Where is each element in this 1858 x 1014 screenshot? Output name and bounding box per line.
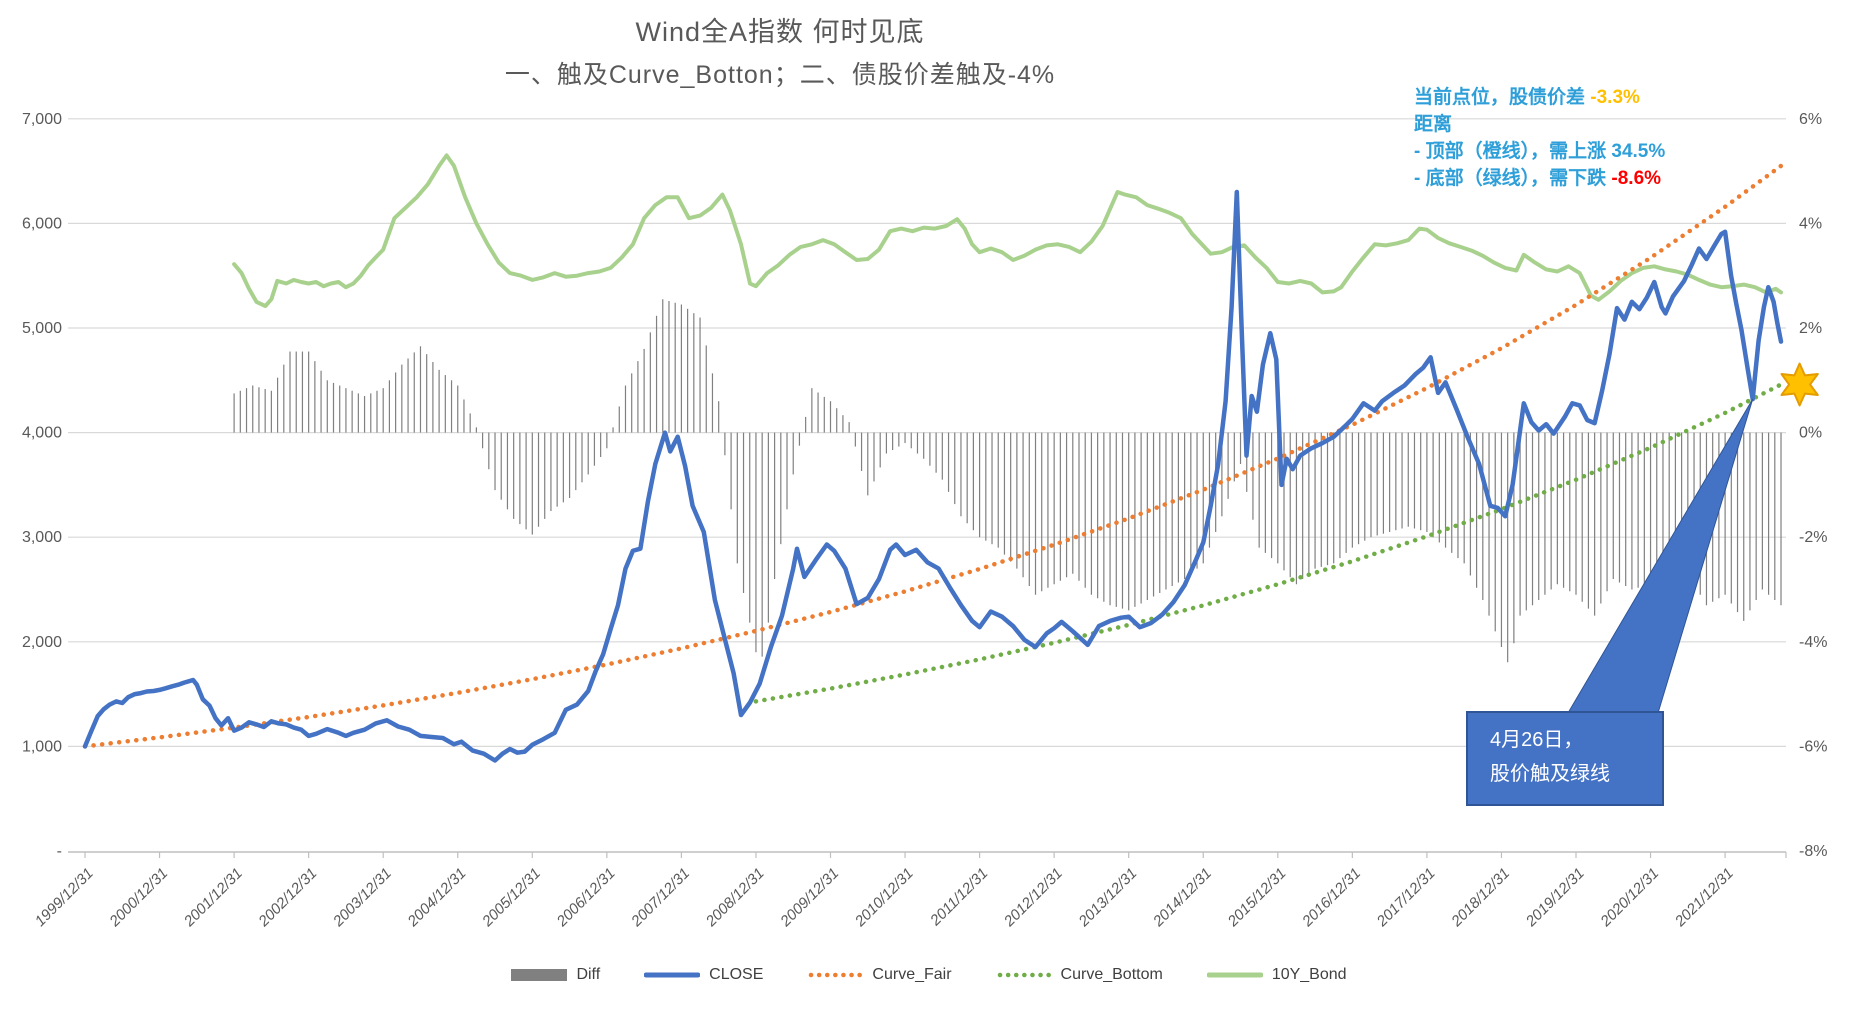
chart-title: Wind全A指数 何时见底 [635, 17, 925, 47]
current-spread-value: -3.3% [1590, 87, 1640, 108]
legend-item-10y_bond: 10Y_Bond [1206, 966, 1347, 984]
x-axis-label: 2012/12/31 [1000, 865, 1066, 931]
bottom-target-star-icon [1780, 362, 1819, 407]
right-axis-label: -4% [1799, 634, 1827, 651]
left-axis-label: 3,000 [22, 529, 62, 546]
annotation-line-bottom: - 底部（绿线），需下跌 -8.6% [1414, 168, 1662, 189]
close-line [82, 189, 1784, 763]
x-axis-label: 2008/12/31 [702, 865, 768, 931]
x-axis-label: 2010/12/31 [851, 865, 917, 931]
x-axis-label: 2016/12/31 [1298, 865, 1364, 931]
distance-annotation: 当前点位，股债价差 -3.3% 距离 - 顶部（橙线），需上涨 34.5% - … [1414, 84, 1854, 192]
x-axis-label: 2009/12/31 [777, 865, 843, 931]
x-axis-label: 2005/12/31 [478, 865, 544, 931]
legend-item-diff: Diff [511, 966, 600, 984]
x-axis-label: 2017/12/31 [1373, 865, 1439, 931]
left-axis-label: - [57, 843, 62, 860]
legend-bar-swatch-icon [511, 969, 568, 981]
left-axis-label: 5,000 [22, 320, 62, 337]
x-axis-label: 1999/12/31 [32, 865, 97, 930]
chart-subtitle: 一、触及Curve_Botton；二、债股价差触及-4% [504, 61, 1056, 89]
legend-dots-swatch-icon [997, 972, 1052, 978]
callout-line2: 股价触及绿线 [1490, 763, 1610, 785]
legend-item-close: CLOSE [644, 966, 763, 984]
diff-bars [233, 299, 1782, 663]
annotation-line-top: - 顶部（橙线），需上涨 34.5% [1414, 141, 1666, 162]
legend-label: Diff [576, 966, 601, 983]
right-axis-label: 4% [1799, 215, 1822, 232]
x-axis-label: 2018/12/31 [1447, 865, 1513, 931]
x-axis-label: 2003/12/31 [329, 865, 395, 931]
left-axis-label: 1,000 [22, 738, 62, 755]
chart-legend: Diff CLOSE Curve_Fair Curve_Bottom 10Y_Bond [0, 966, 1858, 984]
right-axis-label: -6% [1799, 738, 1827, 755]
x-axis-label: 2021/12/31 [1671, 865, 1737, 931]
x-axis-label: 2004/12/31 [404, 865, 470, 931]
callout-line1: 4月26日， [1490, 729, 1584, 751]
legend-line-swatch-icon [644, 972, 701, 978]
legend-label: Curve_Bottom [1060, 966, 1163, 983]
legend-line-swatch-icon [1206, 972, 1263, 978]
x-axis-label: 2020/12/31 [1597, 865, 1663, 931]
x-axis-label: 2011/12/31 [926, 865, 991, 930]
april26-callout: 4月26日， 股价触及绿线 [1466, 711, 1664, 806]
upside-to-top-value: 34.5% [1611, 141, 1666, 162]
annotation-line-current: 当前点位，股债价差 -3.3% [1414, 87, 1640, 108]
x-axis-label: 2019/12/31 [1522, 865, 1588, 931]
left-axis-label: 6,000 [22, 215, 62, 232]
legend-label: CLOSE [709, 966, 764, 983]
right-axis-label: 2% [1799, 320, 1822, 337]
legend-label: Curve_Fair [872, 966, 952, 983]
legend-item-curve_fair: Curve_Fair [807, 966, 952, 984]
legend-item-curve_bottom: Curve_Bottom [996, 966, 1163, 984]
x-axis-label: 2006/12/31 [553, 865, 619, 931]
annotation-line-distance: 距离 [1414, 114, 1453, 135]
x-axis-label: 2013/12/31 [1075, 865, 1141, 931]
left-axis-label: 7,000 [22, 111, 62, 128]
x-axis-label: 2015/12/31 [1224, 865, 1290, 931]
right-axis-label: -8% [1799, 843, 1827, 860]
x-axis-label: 2014/12/31 [1149, 865, 1215, 931]
legend-dots-swatch-icon [809, 972, 864, 978]
left-axis-label: 4,000 [22, 425, 62, 442]
chart-title-block: Wind全A指数 何时见底 一、触及Curve_Botton；二、债股价差触及-… [0, 10, 1560, 91]
curve-fair-line [82, 163, 1784, 749]
right-axis-label: -2% [1799, 529, 1827, 546]
x-axis-label: 2007/12/31 [627, 865, 693, 931]
bond-line [232, 153, 1783, 308]
right-axis-label: 0% [1799, 425, 1822, 442]
x-axis-label: 2000/12/31 [106, 865, 172, 931]
x-axis-label: 2002/12/31 [255, 865, 321, 931]
downside-to-bottom-value: -8.6% [1611, 168, 1662, 189]
right-axis-label: 6% [1799, 111, 1822, 128]
curve-bottom-line [753, 382, 1784, 704]
x-axis-label: 2001/12/31 [180, 865, 246, 931]
left-axis-label: 2,000 [22, 634, 62, 651]
legend-label: 10Y_Bond [1271, 966, 1347, 983]
